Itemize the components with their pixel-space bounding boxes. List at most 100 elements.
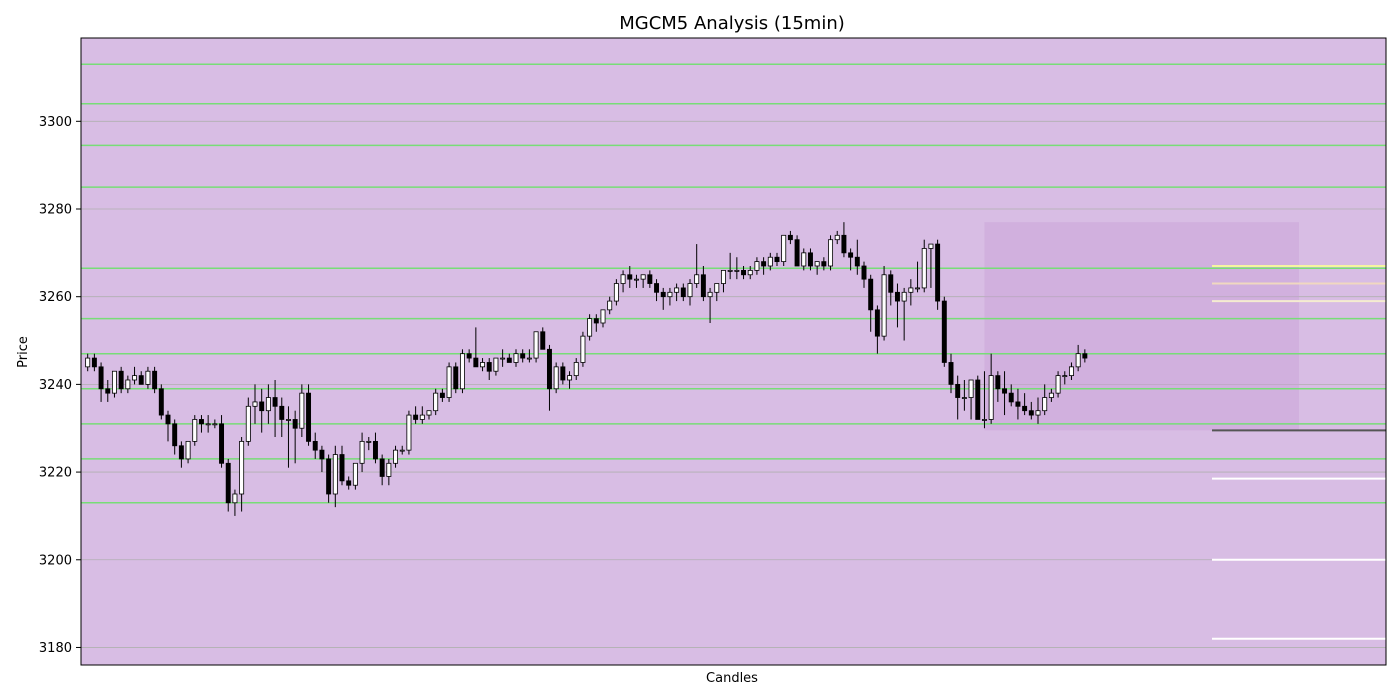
candle <box>292 410 298 464</box>
candle-body <box>754 261 760 271</box>
candle-body <box>459 353 465 390</box>
candle <box>145 366 151 389</box>
candle-body <box>807 252 813 267</box>
candle <box>513 349 519 367</box>
candle <box>928 243 934 288</box>
candle-body <box>834 234 840 241</box>
candle <box>921 239 927 293</box>
candle <box>727 252 733 280</box>
candle <box>259 388 265 433</box>
candle <box>874 305 880 354</box>
candle-body <box>212 423 218 426</box>
candle-body <box>868 278 874 311</box>
candle <box>245 397 251 446</box>
candle <box>647 270 653 288</box>
candle <box>413 406 419 424</box>
candle-body <box>346 480 352 486</box>
candle-body <box>138 375 144 385</box>
candle <box>346 476 352 490</box>
candle <box>560 362 566 385</box>
grid-lines <box>81 120 1386 648</box>
candle <box>239 437 245 512</box>
candle-body <box>587 318 593 337</box>
candle-body <box>573 362 579 377</box>
candle-body <box>473 357 479 368</box>
candle-body <box>727 269 733 272</box>
candle <box>212 419 218 429</box>
candle-body <box>239 440 245 495</box>
candle-body <box>821 261 827 267</box>
candle-body <box>439 392 445 398</box>
candle-body <box>761 261 767 267</box>
candle <box>828 235 834 271</box>
candle-body <box>694 274 700 284</box>
candle-body <box>901 291 907 302</box>
candle-body <box>861 265 867 280</box>
candle-body <box>433 392 439 412</box>
candle-body <box>319 449 325 460</box>
candle-body <box>419 414 425 420</box>
candle <box>573 358 579 380</box>
candle-body <box>426 410 432 416</box>
candle-body <box>506 357 512 363</box>
candle-body <box>801 252 807 267</box>
candle-body <box>941 300 947 363</box>
candle <box>480 358 486 372</box>
candle <box>500 349 506 367</box>
candle-body <box>513 353 519 363</box>
candle-body <box>326 458 332 495</box>
candle-body <box>225 462 231 504</box>
candle-body <box>707 291 713 298</box>
candle-body <box>948 362 954 385</box>
candle-body <box>540 331 546 350</box>
candle-body <box>399 449 405 452</box>
candle <box>654 279 660 302</box>
candle <box>888 270 894 306</box>
candle-body <box>533 331 539 359</box>
candle <box>1068 362 1074 380</box>
candle-body <box>1002 388 1008 394</box>
candle-body <box>185 440 191 460</box>
candle <box>1022 393 1028 416</box>
candle-body <box>1062 375 1068 378</box>
candle-body <box>794 239 800 267</box>
candle <box>1035 397 1041 424</box>
candle <box>975 375 981 420</box>
candle-body <box>372 440 378 460</box>
candle-body <box>178 445 184 460</box>
candle <box>787 230 793 245</box>
candle <box>393 445 399 468</box>
candle-body <box>145 370 151 385</box>
candle-body <box>1048 392 1054 398</box>
candle <box>968 379 974 420</box>
candle <box>118 366 124 394</box>
candle <box>473 327 479 368</box>
candle-body <box>841 234 847 254</box>
candle <box>312 432 318 459</box>
y-tick-label: 3240 <box>39 378 72 393</box>
chart-title: MGCM5 Analysis (15min) <box>619 13 845 34</box>
candle-body <box>306 392 312 442</box>
candle-body <box>747 269 753 276</box>
candle-body <box>1008 392 1014 403</box>
candle <box>319 445 325 473</box>
candle-body <box>379 458 385 477</box>
candle-body <box>1068 366 1074 377</box>
candle <box>674 283 680 302</box>
candle-body <box>881 274 887 337</box>
candle-body <box>848 252 854 258</box>
candle <box>1075 344 1081 372</box>
candle-body <box>165 414 171 425</box>
candle <box>152 366 158 394</box>
candle <box>627 266 633 288</box>
candle-body <box>198 419 204 425</box>
candle <box>1048 388 1054 402</box>
candle <box>165 410 171 442</box>
candle <box>426 410 432 420</box>
candle <box>533 331 539 363</box>
candle <box>439 388 445 402</box>
candle-body <box>85 357 91 368</box>
candle-body <box>560 366 566 381</box>
candle <box>1015 388 1021 420</box>
candle <box>861 261 867 288</box>
